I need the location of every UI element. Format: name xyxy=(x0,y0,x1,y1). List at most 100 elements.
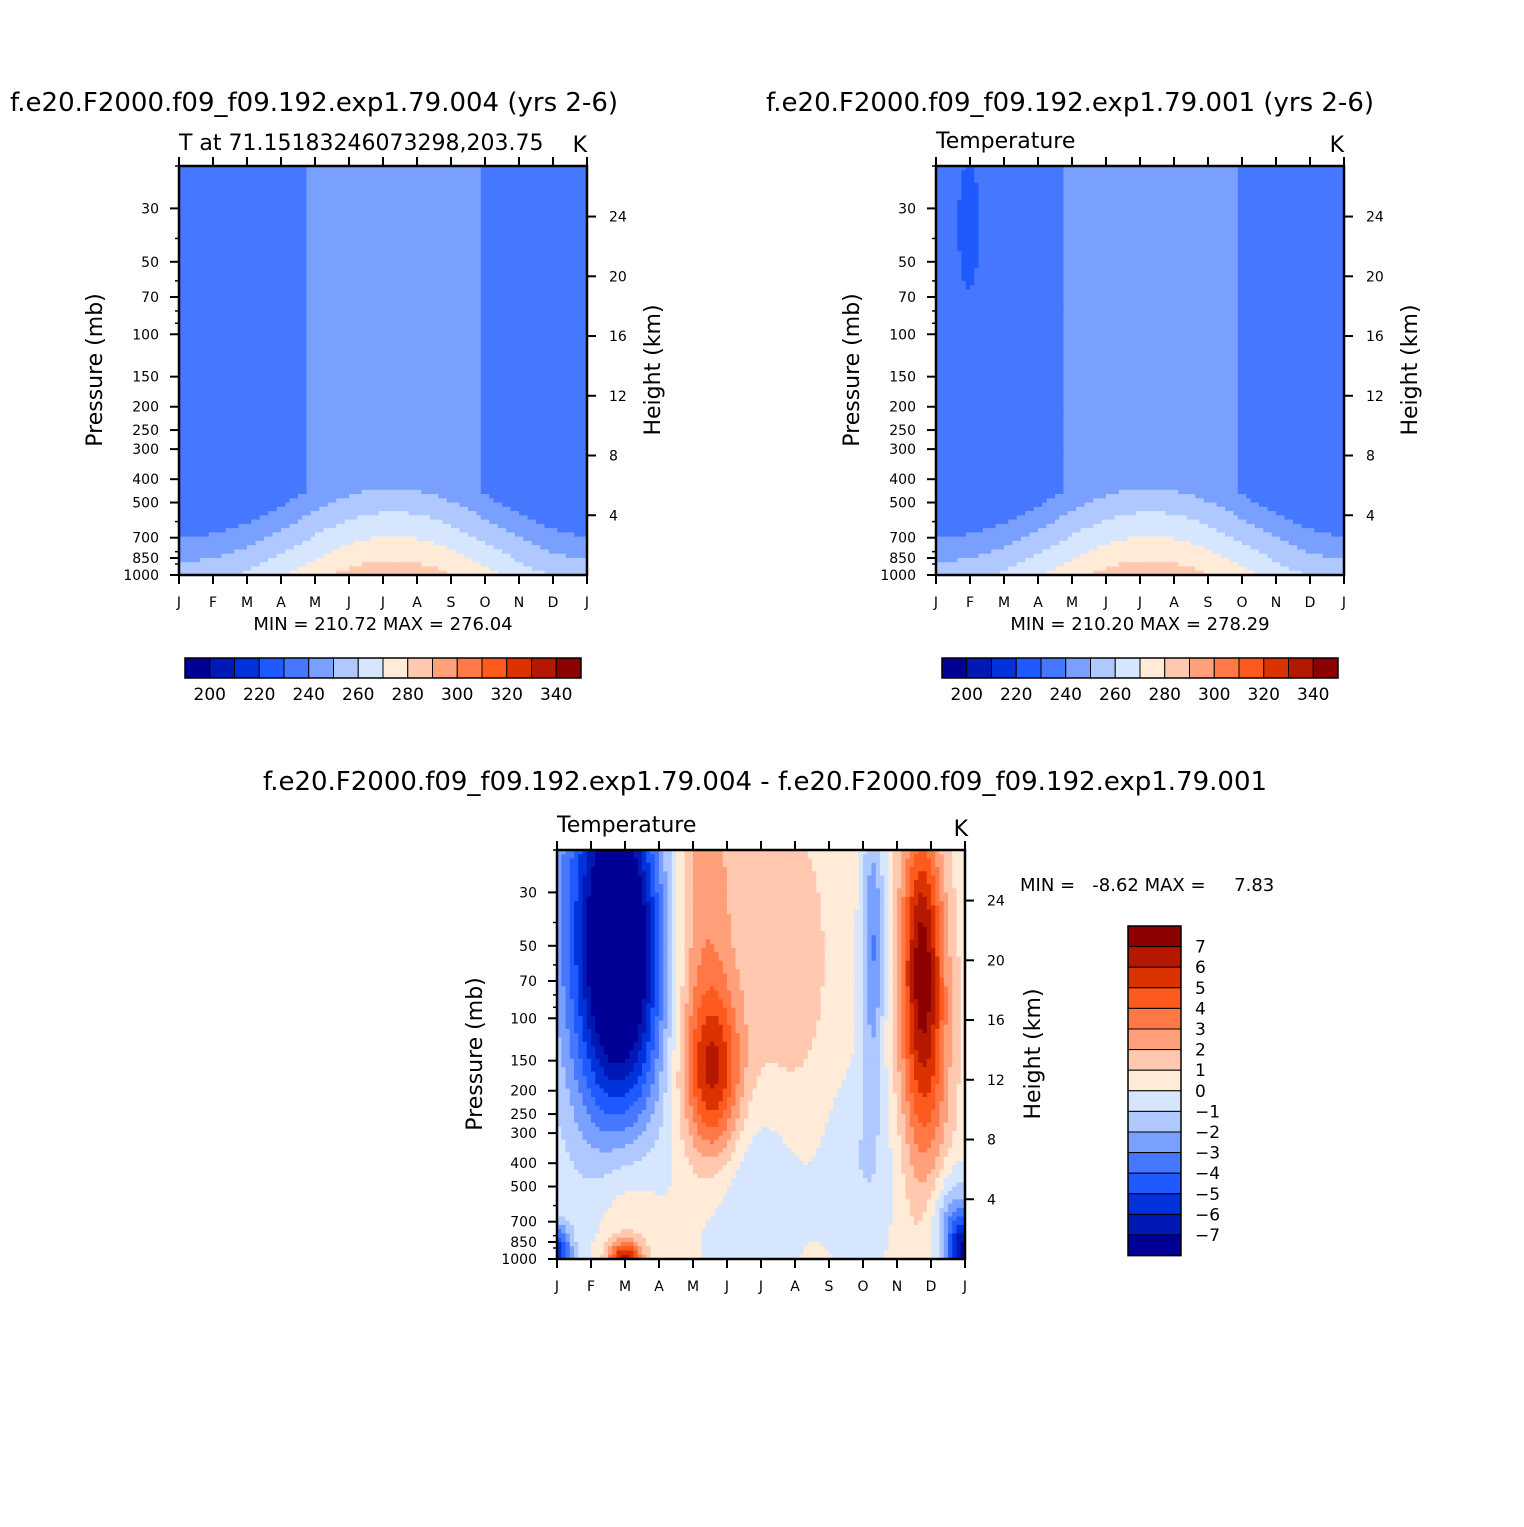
contour-cell xyxy=(574,242,580,248)
contour-cell xyxy=(463,238,469,244)
contour-cell xyxy=(387,174,393,180)
contour-cell xyxy=(242,293,248,299)
contour-cell xyxy=(336,225,342,231)
contour-cell xyxy=(327,293,333,299)
contour-cell xyxy=(366,183,371,188)
contour-cell xyxy=(374,289,380,295)
contour-cell xyxy=(387,340,393,346)
contour-cell xyxy=(395,234,401,240)
contour-cell xyxy=(493,349,499,355)
contour-cell xyxy=(196,225,201,231)
contour-cell xyxy=(289,255,295,261)
contour-cell xyxy=(340,229,346,235)
contour-cell xyxy=(463,276,469,282)
contour-cell xyxy=(395,289,401,295)
contour-cell xyxy=(451,191,456,197)
contour-cell xyxy=(523,344,529,350)
contour-cell xyxy=(204,293,210,299)
contour-cell xyxy=(514,259,520,265)
contour-cell xyxy=(225,323,231,329)
contour-cell xyxy=(497,170,503,176)
contour-cell xyxy=(582,340,587,346)
contour-cell xyxy=(506,246,512,252)
contour-cell xyxy=(451,178,456,184)
contour-cell xyxy=(208,187,214,193)
contour-cell xyxy=(361,217,367,222)
contour-cell xyxy=(561,315,567,320)
contour-cell xyxy=(536,268,541,274)
contour-cell xyxy=(493,344,499,350)
contour-cell xyxy=(247,319,252,325)
contour-cell xyxy=(404,268,410,274)
contour-cell xyxy=(451,357,456,363)
contour-cell xyxy=(204,306,210,312)
contour-cell xyxy=(574,191,580,197)
contour-cell xyxy=(285,379,291,384)
contour-cell xyxy=(387,234,393,240)
contour-cell xyxy=(349,306,354,312)
contour-cell xyxy=(480,191,486,197)
contour-cell xyxy=(276,285,282,291)
contour-cell xyxy=(344,344,350,350)
contour-cell xyxy=(417,174,422,180)
contour-cell xyxy=(221,306,227,312)
contour-cell xyxy=(319,310,325,316)
contour-cell xyxy=(493,246,499,252)
contour-cell xyxy=(353,166,359,171)
contour-cell xyxy=(514,310,520,316)
contour-cell xyxy=(191,298,197,303)
contour-cell xyxy=(327,183,333,188)
contour-cell xyxy=(455,332,461,338)
contour-cell xyxy=(289,302,295,308)
contour-cell xyxy=(336,217,342,222)
contour-cell xyxy=(570,204,575,210)
contour-cell xyxy=(463,319,469,325)
contour-cell xyxy=(553,336,558,342)
contour-cell xyxy=(196,319,201,325)
contour-cell xyxy=(463,293,469,299)
contour-cell xyxy=(332,281,337,286)
contour-cell xyxy=(459,310,465,316)
contour-cell xyxy=(242,370,248,376)
contour-cell xyxy=(417,229,422,235)
contour-cell xyxy=(468,246,473,252)
contour-cell xyxy=(553,272,558,278)
contour-cell xyxy=(344,289,350,295)
contour-cell xyxy=(353,221,359,227)
contour-cell xyxy=(349,302,354,308)
contour-cell xyxy=(264,183,269,188)
contour-cell xyxy=(548,289,554,295)
contour-cell xyxy=(510,357,516,363)
contour-cell xyxy=(548,379,554,384)
contour-cell xyxy=(438,327,444,333)
contour-cell xyxy=(217,293,223,299)
contour-cell xyxy=(259,276,265,282)
contour-cell xyxy=(361,310,367,316)
contour-cell xyxy=(557,251,563,257)
contour-cell xyxy=(404,238,410,244)
contour-cell xyxy=(319,323,325,329)
contour-cell xyxy=(459,191,465,197)
contour-cell xyxy=(306,353,312,359)
contour-cell xyxy=(446,361,452,367)
contour-cell xyxy=(391,379,397,384)
contour-cell xyxy=(208,349,214,355)
contour-cell xyxy=(268,357,274,363)
contour-cell xyxy=(383,336,388,342)
contour-cell xyxy=(366,379,371,384)
contour-cell xyxy=(200,174,206,180)
contour-cell xyxy=(242,353,248,359)
contour-cell xyxy=(315,366,320,372)
contour-cell xyxy=(502,336,507,342)
contour-cell xyxy=(315,183,320,188)
contour-cell xyxy=(438,234,444,240)
contour-cell xyxy=(404,298,410,303)
contour-cell xyxy=(293,212,299,218)
contour-cell xyxy=(264,276,269,282)
contour-cell xyxy=(319,246,325,252)
contour-cell xyxy=(485,344,490,350)
contour-cell xyxy=(523,332,529,338)
contour-cell xyxy=(455,166,461,171)
contour-cell xyxy=(221,340,227,346)
contour-cell xyxy=(455,234,461,240)
